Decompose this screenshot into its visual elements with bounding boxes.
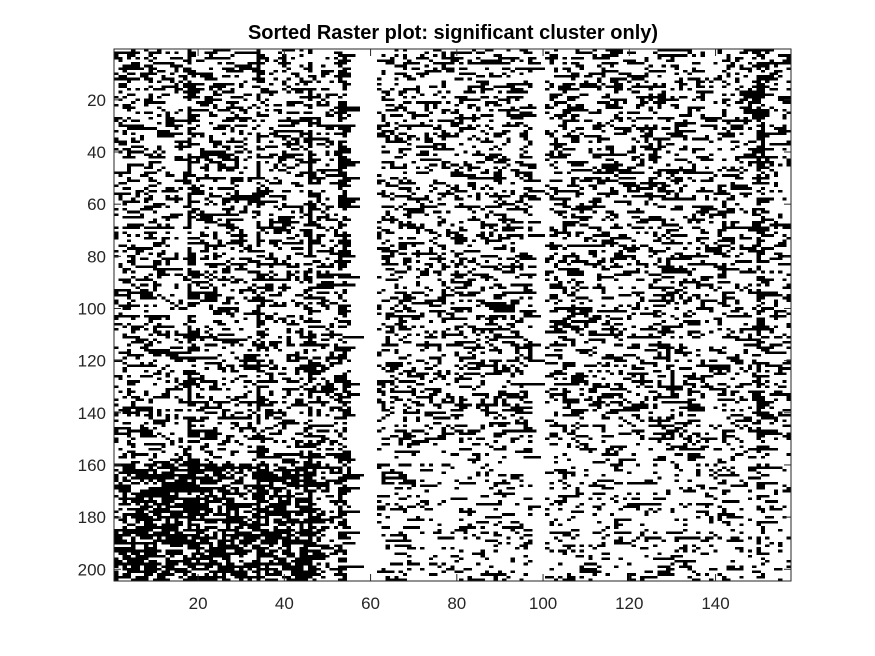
y-tick-label: 180 (78, 508, 106, 527)
x-tick-label: 60 (361, 594, 380, 613)
y-axis-ticks: 20 40 60 80 100 120 140 160 180 200 (78, 91, 791, 579)
x-axis-ticks: 20 40 60 80 100 120 140 (189, 49, 730, 613)
y-tick-label: 80 (87, 247, 106, 266)
x-tick-label: 120 (615, 594, 643, 613)
chart-title: Sorted Raster plot: significant cluster … (248, 22, 658, 44)
y-tick-label: 40 (87, 143, 106, 162)
y-tick-label: 20 (87, 91, 106, 110)
y-tick-label: 200 (78, 560, 106, 579)
y-tick-label: 60 (87, 195, 106, 214)
x-tick-label: 140 (701, 594, 729, 613)
y-tick-label: 120 (78, 352, 106, 371)
raster-matrix (114, 49, 791, 581)
x-tick-label: 40 (275, 594, 294, 613)
x-tick-label: 20 (189, 594, 208, 613)
x-tick-label: 80 (447, 594, 466, 613)
y-tick-label: 160 (78, 456, 106, 475)
y-tick-label: 140 (78, 404, 106, 423)
y-tick-label: 100 (78, 299, 106, 318)
plot-axes: 20 40 60 80 100 120 140 20 40 60 80 100 120 140 160 18… (78, 48, 792, 613)
x-tick-label: 100 (529, 594, 557, 613)
plot-frame (113, 48, 792, 582)
